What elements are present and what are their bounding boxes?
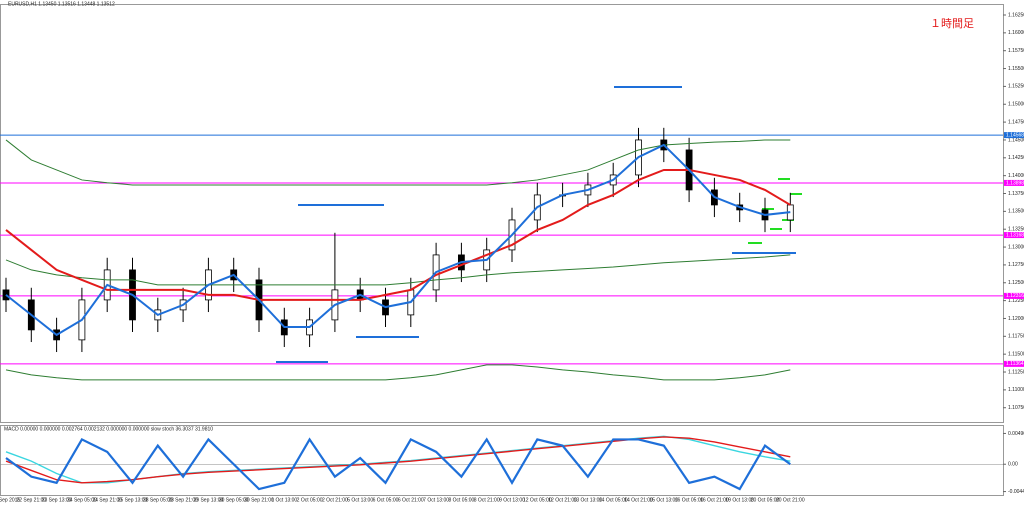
y-tick-label: 1.12250 <box>1008 298 1024 304</box>
level-label: 1.13168 <box>1006 232 1024 238</box>
y-tick-label: 1.14500 <box>1008 137 1024 143</box>
y-tick-label: 1.12750 <box>1008 262 1024 268</box>
y-tick-label: 1.15250 <box>1008 84 1024 90</box>
x-tick-label: 12 Oct 05:00 <box>523 497 552 503</box>
x-tick-label: 6 Oct 21:00 <box>398 497 424 503</box>
y-tick-label: 1.13750 <box>1008 191 1024 197</box>
x-tick-label: 30 Sep 05:00 <box>219 497 249 503</box>
x-tick-label: 25 Sep 13:00 <box>118 497 148 503</box>
level-label: 1.14568 <box>1006 132 1024 138</box>
x-tick-label: 21 Sep 2015 <box>0 497 20 503</box>
level-label: 1.11364 <box>1006 361 1024 367</box>
drawings <box>276 86 796 363</box>
sub-title: MACD 0.00000 0.000000 0.002764 0.002132 … <box>4 426 213 432</box>
x-tick-label: 15 Oct 13:00 <box>649 497 678 503</box>
y-tick-label: 1.11750 <box>1008 334 1024 340</box>
x-tick-label: 22 Sep 21:00 <box>16 497 46 503</box>
level-tag <box>1004 292 1024 299</box>
level-tag <box>1004 232 1024 239</box>
y-tick-label: 1.15000 <box>1008 102 1024 108</box>
x-tick-label: 19 Oct 13:00 <box>725 497 754 503</box>
x-tick-label: 2 Oct 05:00 <box>297 497 323 503</box>
y-tick-label: -0.004406 <box>1008 489 1024 495</box>
y-tick-label: 1.11250 <box>1008 369 1024 375</box>
indicator-line <box>5 168 791 301</box>
x-tick-label: 24 Sep 21:00 <box>92 497 122 503</box>
x-tick-label: 6 Oct 05:00 <box>373 497 399 503</box>
annotation: １時間足 <box>930 17 974 30</box>
y-tick-label: 1.12000 <box>1008 316 1024 322</box>
y-tick-label: 1.14250 <box>1008 155 1024 161</box>
x-tick-label: 7 Oct 13:00 <box>423 497 449 503</box>
x-tick-label: 20 Oct 21:00 <box>776 497 805 503</box>
y-tick-label: 1.11500 <box>1008 351 1024 357</box>
y-tick-label: 0.00 <box>1008 462 1018 468</box>
x-tick-label: 8 Oct 21:00 <box>474 497 500 503</box>
level-tag <box>1004 360 1024 367</box>
level-label: 1.13898 <box>1006 180 1024 186</box>
y-tick-label: 1.16250 <box>1008 12 1024 18</box>
x-tick-label: 8 Oct 05:00 <box>448 497 474 503</box>
level-tag <box>1004 179 1024 186</box>
x-tick-label: 28 Sep 21:00 <box>168 497 198 503</box>
indicator-line <box>5 139 791 186</box>
x-tick-label: 14 Oct 21:00 <box>624 497 653 503</box>
indicator-line <box>5 254 791 286</box>
level-tag <box>1004 132 1024 139</box>
x-tick-label: 28 Sep 05:00 <box>143 497 173 503</box>
x-tick-label: 29 Sep 13:00 <box>194 497 224 503</box>
series-line <box>5 437 791 491</box>
x-tick-label: 5 Oct 13:00 <box>347 497 373 503</box>
y-tick-label: 1.13500 <box>1008 209 1024 215</box>
main-frame <box>0 4 1004 423</box>
x-tick-label: 2 Oct 21:00 <box>322 497 348 503</box>
y-tick-label: 1.15750 <box>1008 48 1024 54</box>
y-tick-label: 0.004968 <box>1008 431 1024 437</box>
y-tick-label: 1.13000 <box>1008 244 1024 250</box>
x-tick-label: 30 Sep 21:00 <box>244 497 274 503</box>
indicator-line <box>5 143 791 337</box>
y-tick-label: 1.10750 <box>1008 405 1024 411</box>
x-tick-label: 20 Oct 05:00 <box>751 497 780 503</box>
y-tick-label: 1.15500 <box>1008 66 1024 72</box>
y-tick-label: 1.14750 <box>1008 119 1024 125</box>
drawings-green <box>748 178 802 244</box>
y-tick-label: 1.14000 <box>1008 173 1024 179</box>
y-tick-label: 1.12500 <box>1008 280 1024 286</box>
x-tick-label: 12 Oct 21:00 <box>548 497 577 503</box>
y-tick-label: 1.13250 <box>1008 227 1024 233</box>
x-tick-label: 1 Oct 13:00 <box>271 497 297 503</box>
sub-frame <box>0 425 1004 496</box>
x-tick-label: 16 Oct 05:00 <box>675 497 704 503</box>
x-tick-label: 9 Oct 13:00 <box>499 497 525 503</box>
x-tick-label: 16 Oct 21:00 <box>700 497 729 503</box>
y-tick-label: 1.16000 <box>1008 30 1024 36</box>
indicator-line <box>5 364 791 381</box>
x-tick-label: 24 Sep 05:00 <box>67 497 97 503</box>
x-tick-label: 13 Oct 13:00 <box>574 497 603 503</box>
x-tick-label: 14 Oct 05:00 <box>599 497 628 503</box>
chart-title: EURUSD,H1 1.13450 1.13516 1.13448 1.1351… <box>8 1 115 7</box>
x-tick-label: 23 Sep 13:00 <box>42 497 72 503</box>
level-label: 1.12316 <box>1006 293 1024 299</box>
y-tick-label: 1.11000 <box>1008 387 1024 393</box>
